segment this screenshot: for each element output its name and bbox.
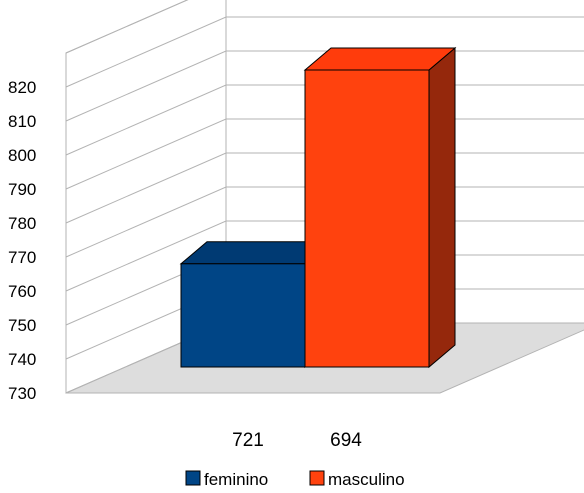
legend-item-feminino: feminino xyxy=(185,470,268,489)
grid-lines xyxy=(65,0,584,394)
bar-top xyxy=(303,47,457,71)
y-tick-label: 730 xyxy=(8,384,36,403)
category-label: 694 xyxy=(330,430,362,451)
gridline xyxy=(65,84,584,156)
y-tick-label: 800 xyxy=(8,146,36,165)
y-tick-label: 750 xyxy=(8,316,36,335)
legend-label: feminino xyxy=(204,470,268,489)
gridline xyxy=(65,16,584,88)
bar-masculino xyxy=(303,46,457,369)
y-tick-label: 810 xyxy=(8,112,36,131)
y-tick-label: 760 xyxy=(8,282,36,301)
y-tick-label: 790 xyxy=(8,180,36,199)
bar-front xyxy=(304,69,430,368)
y-tick-label: 780 xyxy=(8,214,36,233)
gridline xyxy=(65,152,584,224)
gridline xyxy=(65,220,584,292)
legend-swatch xyxy=(185,470,201,486)
legend-item-masculino: masculino xyxy=(309,470,405,489)
category-label: 721 xyxy=(232,430,264,451)
y-axis-ticks: 730 740 750 760 770 780 790 800 810 820 xyxy=(8,78,36,403)
y-tick-label: 820 xyxy=(8,78,36,97)
bars xyxy=(179,46,457,369)
gridline xyxy=(65,50,584,122)
category-labels: 721 694 xyxy=(232,430,362,451)
gridline xyxy=(65,118,584,190)
gridline xyxy=(65,186,584,258)
y-tick-label: 770 xyxy=(8,248,36,267)
legend: feminino masculino xyxy=(185,470,405,489)
gridline xyxy=(65,0,189,54)
y-tick-label: 740 xyxy=(8,350,36,369)
legend-swatch xyxy=(309,470,325,486)
bar-front xyxy=(180,263,306,368)
legend-label: masculino xyxy=(328,470,405,489)
bar-side xyxy=(428,46,456,369)
